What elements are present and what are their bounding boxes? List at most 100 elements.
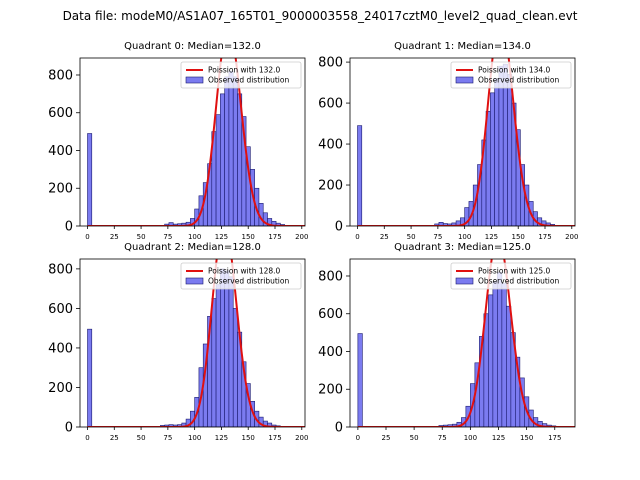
x-tick-label: 25 — [380, 233, 389, 241]
quadrant-0-plot-area — [87, 58, 305, 226]
x-tick-label: 50 — [137, 434, 146, 442]
figure-title: Data file: modeM0/AS1A07_165T01_90000035… — [63, 9, 578, 23]
histogram-bar — [485, 110, 491, 226]
legend-observed-swatch — [455, 277, 474, 285]
histogram-bar — [507, 74, 513, 226]
legend-fit-label: Poission with 125.0 — [478, 267, 551, 276]
histogram-bar — [232, 76, 238, 226]
x-tick-label: 150 — [520, 434, 533, 442]
x-tick-label: 100 — [464, 434, 477, 442]
poisson-fit-line — [357, 259, 575, 427]
legend-observed-label: Observed distribution — [478, 277, 559, 286]
x-tick-label: 0 — [85, 434, 89, 442]
y-tick-label: 200 — [318, 383, 343, 398]
x-tick-label: 175 — [268, 233, 281, 241]
quadrant-3-axes-frame — [349, 258, 576, 428]
legend-box — [180, 262, 302, 290]
y-tick-label: 800 — [48, 68, 73, 83]
histogram-bar — [488, 294, 494, 427]
y-tick-label: 400 — [318, 138, 343, 153]
histogram-bar — [228, 70, 234, 226]
quadrant-3-title: Quadrant 3: Median=125.0 — [394, 242, 531, 253]
y-tick-label: 600 — [48, 302, 73, 317]
x-tick-label: 150 — [242, 434, 255, 442]
x-tick-label: 100 — [188, 233, 201, 241]
histogram-bar — [228, 276, 234, 427]
y-tick-label: 0 — [65, 421, 73, 436]
legend-observed-swatch — [185, 76, 204, 84]
legend-fit-prefix: Poission with — [208, 267, 257, 276]
histogram-bar — [502, 63, 508, 226]
histogram-bar — [211, 298, 217, 427]
legend-observed-label: Observed distribution — [208, 76, 289, 85]
histogram-bar — [501, 283, 507, 427]
y-tick-label: 0 — [335, 220, 343, 235]
x-tick-label: 150 — [242, 233, 255, 241]
histogram-bar — [220, 93, 225, 226]
histogram-bar — [87, 328, 93, 427]
legend-fit-label: Poission with 134.0 — [478, 66, 551, 75]
quadrant-1-title: Quadrant 1: Median=134.0 — [394, 41, 531, 52]
histogram-bar — [498, 65, 504, 226]
quadrant-2-axes-frame — [79, 258, 306, 428]
y-tick-label: 600 — [318, 307, 343, 322]
x-tick-label: 125 — [215, 233, 228, 241]
y-tick-label: 600 — [318, 97, 343, 112]
x-tick-label: 100 — [188, 434, 201, 442]
y-tick-label: 400 — [48, 341, 73, 356]
legend-fit-value: 128.0 — [259, 267, 281, 276]
y-tick-label: 400 — [48, 144, 73, 159]
legend-fit-prefix: Poission with — [208, 66, 257, 75]
poisson-fit-line — [357, 58, 575, 226]
histogram-bar — [497, 271, 503, 427]
y-tick-label: 600 — [48, 106, 73, 121]
quadrant-1-axes-frame — [349, 57, 576, 227]
x-tick-label: 200 — [565, 233, 578, 241]
legend-fit-value: 125.0 — [529, 267, 551, 276]
histogram-bar — [357, 125, 363, 226]
x-tick-label: 0 — [85, 233, 89, 241]
x-tick-label: 0 — [355, 233, 359, 241]
y-tick-label: 800 — [318, 56, 343, 71]
histogram-bar — [494, 78, 500, 226]
histogram-bar — [215, 284, 221, 427]
histogram-bar — [224, 270, 230, 427]
y-tick-label: 800 — [318, 269, 343, 284]
quadrant-2-title: Quadrant 2: Median=128.0 — [124, 242, 261, 253]
histogram-bar — [483, 313, 489, 427]
x-tick-label: 175 — [268, 434, 281, 442]
legend-fit-prefix: Poission with — [478, 66, 527, 75]
legend-fit-label: Poission with 128.0 — [208, 267, 281, 276]
legend-observed-label: Observed distribution — [478, 76, 559, 85]
x-tick-label: 150 — [512, 233, 525, 241]
quadrant-3-panel: Quadrant 3: Median=125.0 0 200 400 600 800 0 25… — [318, 242, 576, 442]
histogram-bar — [87, 133, 93, 226]
y-tick-label: 200 — [48, 182, 73, 197]
quadrant-0-axes-frame — [79, 57, 306, 227]
y-tick-label: 200 — [48, 381, 73, 396]
legend-observed-swatch — [455, 76, 474, 84]
x-tick-label: 125 — [485, 233, 498, 241]
histogram-bar — [224, 76, 230, 226]
legend-box — [180, 61, 302, 89]
legend-fit-label: Poission with 132.0 — [208, 66, 281, 75]
quadrant-1-plot-area — [357, 58, 575, 226]
x-tick-label: 25 — [382, 434, 391, 442]
x-tick-label: 75 — [438, 434, 447, 442]
quadrant-3-plot-area — [357, 259, 575, 427]
x-tick-label: 50 — [407, 233, 416, 241]
histogram-bar — [232, 308, 238, 427]
quadrant-panels: Quadrant 0: Median=132.0 0 200 400 600 800 0 25… — [48, 41, 578, 442]
legend-observed-label: Observed distribution — [208, 277, 289, 286]
x-tick-label: 25 — [110, 434, 119, 442]
legend-observed-swatch — [185, 277, 204, 285]
histogram-bar — [492, 281, 498, 427]
legend-fit-prefix: Poission with — [478, 267, 527, 276]
poisson-fit-line — [87, 259, 305, 427]
y-tick-label: 400 — [318, 345, 343, 360]
